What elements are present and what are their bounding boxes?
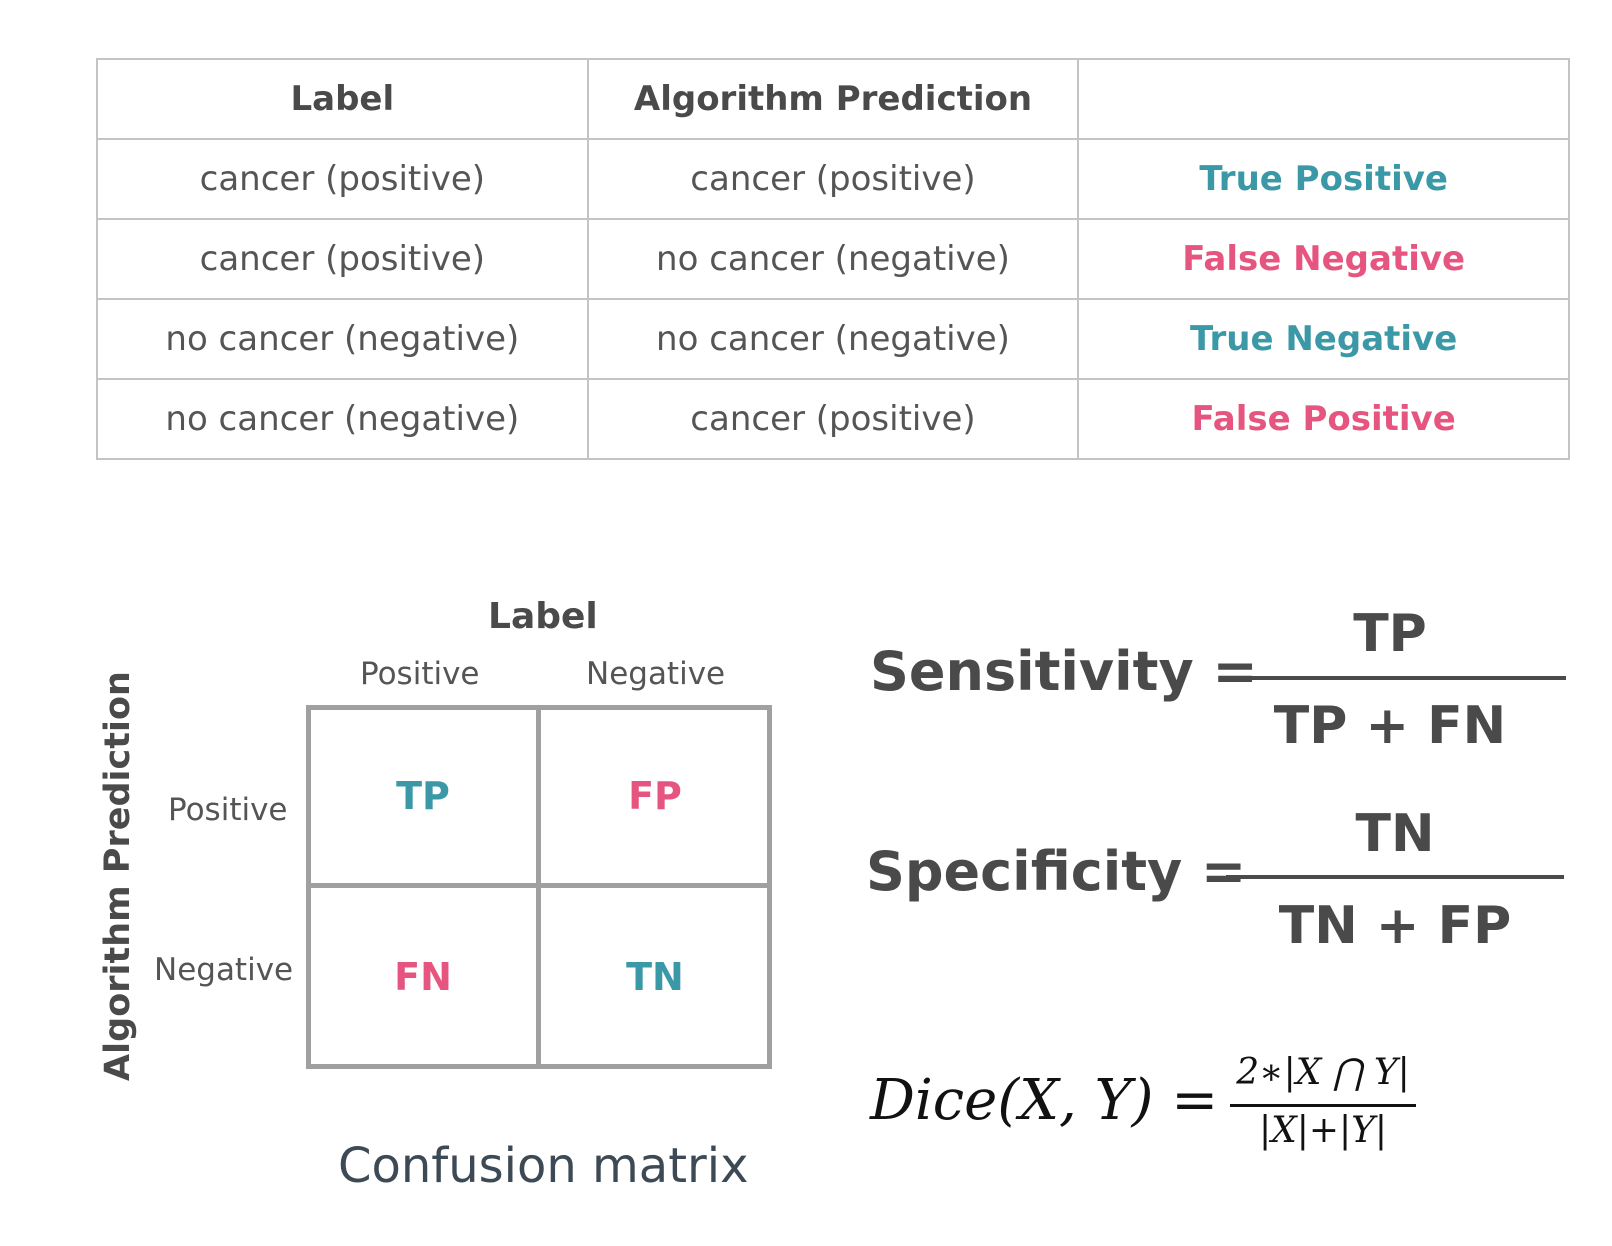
sensitivity-fraction-bar (1220, 676, 1566, 680)
sensitivity-lhs: Sensitivity = (870, 640, 1258, 703)
cell-prediction: cancer (positive) (586, 138, 1080, 220)
dice-fraction-bar (1230, 1104, 1416, 1107)
dice-denominator: |X|+|Y| (1258, 1110, 1388, 1151)
cell-outcome-false-positive: False Positive (1077, 378, 1570, 460)
dice-numerator: 2∗|X ⋂ Y| (1236, 1052, 1410, 1093)
sensitivity-denominator: TP + FN (1273, 696, 1507, 756)
matrix-caption: Confusion matrix (338, 1138, 749, 1194)
matrix-row-title: Algorithm Prediction (98, 671, 138, 1081)
cell-label: cancer (positive) (96, 218, 589, 300)
matrix-cell-tp: TP (396, 774, 450, 818)
sensitivity-numerator: TP (1353, 604, 1427, 664)
matrix-col-header-positive: Positive (360, 656, 480, 692)
specificity-numerator: TN (1355, 804, 1435, 864)
header-outcome (1077, 58, 1570, 140)
cell-prediction: no cancer (negative) (586, 218, 1080, 300)
specificity-lhs: Specificity = (866, 840, 1247, 903)
table-header-row: Label Algorithm Prediction (96, 58, 1570, 140)
cell-outcome-true-negative: True Negative (1077, 298, 1570, 380)
table-row: cancer (positive) cancer (positive) True… (96, 138, 1570, 220)
matrix-row-header-positive: Positive (168, 792, 288, 828)
matrix-cell-fn: FN (394, 955, 452, 999)
cell-prediction: no cancer (negative) (586, 298, 1080, 380)
header-label: Label (96, 58, 589, 140)
specificity-denominator: TN + FP (1278, 896, 1512, 956)
table-row: no cancer (negative) cancer (positive) F… (96, 378, 1570, 460)
dice-lhs: Dice(X, Y) = (870, 1068, 1219, 1133)
matrix-col-header-negative: Negative (586, 656, 726, 692)
matrix-label-title: Label (488, 596, 598, 637)
outcome-table: Label Algorithm Prediction cancer (posit… (96, 58, 1570, 460)
table-row: no cancer (negative) no cancer (negative… (96, 298, 1570, 380)
cell-prediction: cancer (positive) (586, 378, 1080, 460)
specificity-fraction-bar (1226, 875, 1564, 879)
cell-label: cancer (positive) (96, 138, 589, 220)
cell-outcome-true-positive: True Positive (1077, 138, 1570, 220)
table-row: cancer (positive) no cancer (negative) F… (96, 218, 1570, 300)
cell-label: no cancer (negative) (96, 378, 589, 460)
header-algorithm-prediction: Algorithm Prediction (586, 58, 1080, 140)
cell-label: no cancer (negative) (96, 298, 589, 380)
matrix-row-header-negative: Negative (154, 952, 294, 988)
cell-outcome-false-negative: False Negative (1077, 218, 1570, 300)
matrix-cell-tn: TN (626, 955, 684, 999)
matrix-cell-fp: FP (628, 774, 682, 818)
matrix-divider-horizontal (306, 883, 772, 888)
